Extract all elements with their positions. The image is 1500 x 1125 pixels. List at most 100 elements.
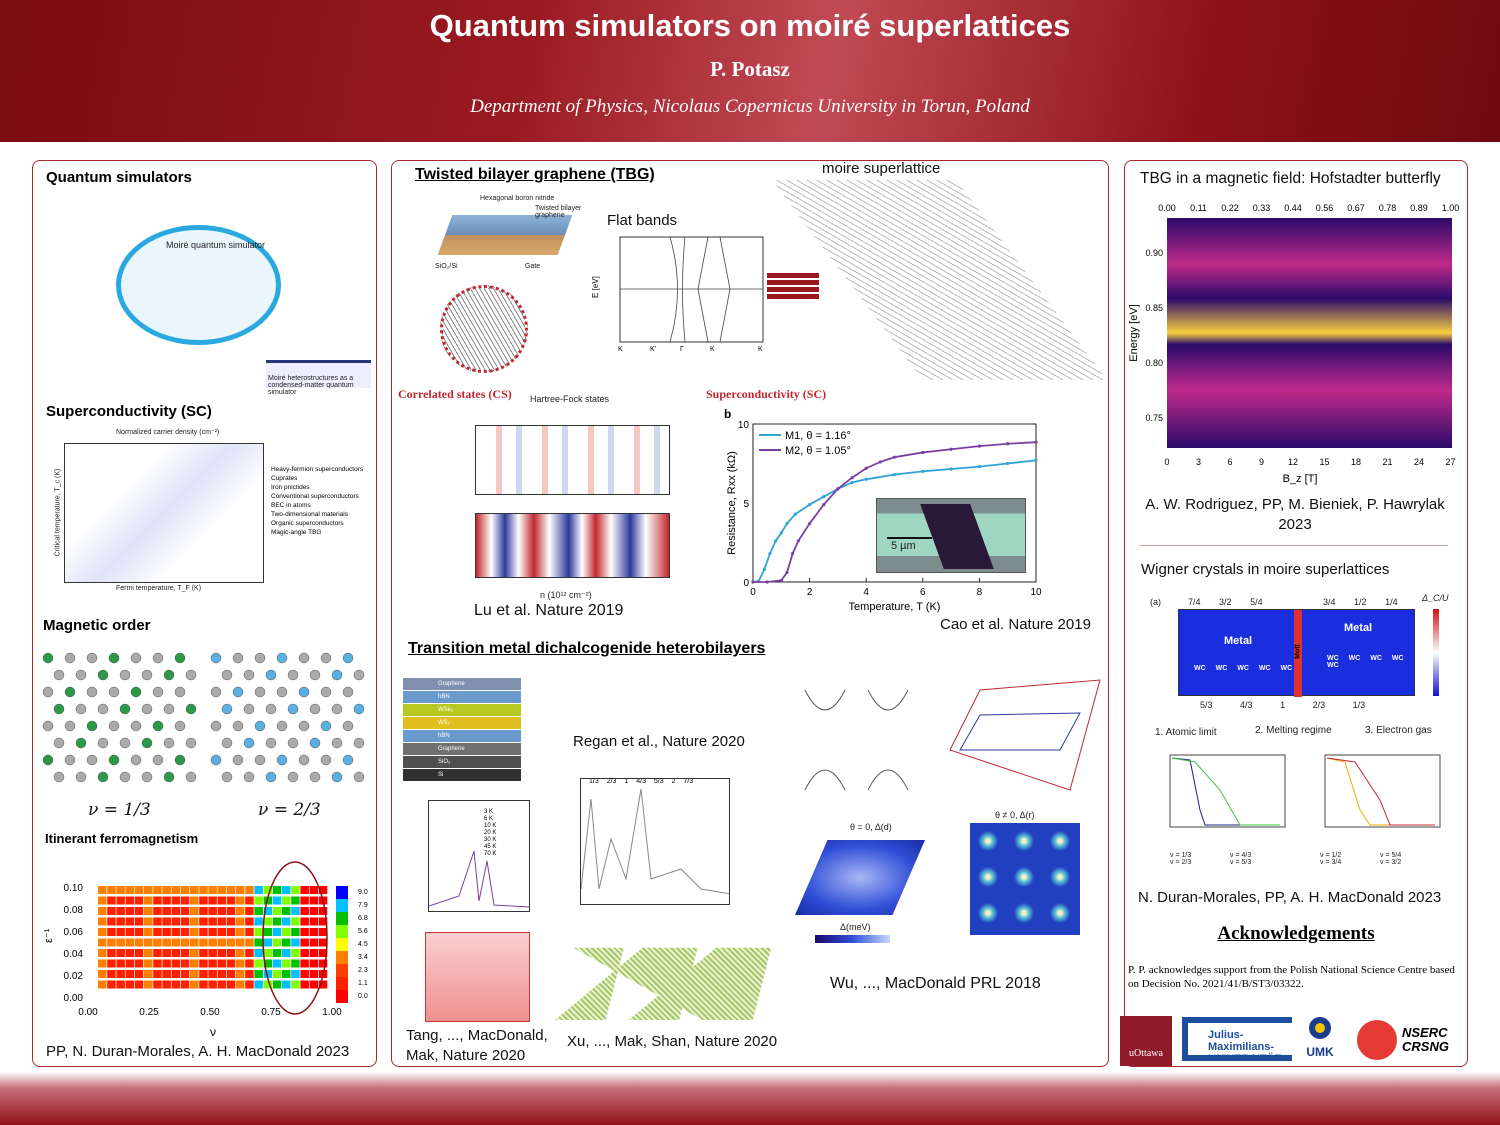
empty-site	[64, 652, 76, 664]
x-tick-label: 10	[1030, 587, 1042, 598]
heatmap-cell	[162, 980, 171, 989]
x-tick-label: 24	[1414, 457, 1424, 467]
heatmap-cell	[300, 980, 309, 989]
hofstadter-citation: A. W. Rodriguez, PP, M. Bieniek, P. Hawr…	[1145, 496, 1445, 533]
panel-label: b	[724, 407, 731, 421]
spin-site	[64, 686, 76, 698]
empty-site	[174, 686, 186, 698]
heatmap-cell	[162, 938, 171, 947]
heatmap-cell	[217, 917, 227, 926]
layer-stack-icon	[767, 273, 819, 299]
x-axis-label: Temperature, T (K)	[849, 601, 941, 613]
data-point	[850, 476, 854, 480]
data-point	[808, 502, 812, 507]
empty-site	[53, 737, 65, 749]
x-tick-label: 0.25	[139, 1007, 159, 1018]
heatmap-cell	[190, 938, 199, 947]
heatmap-cell	[226, 907, 236, 915]
spin-site	[108, 652, 120, 664]
heatmap-cell	[153, 886, 162, 894]
empty-site	[254, 754, 266, 766]
heatmap-cell	[144, 896, 153, 905]
empty-site	[130, 720, 142, 732]
data-point	[836, 487, 840, 491]
stack-layer: Si	[403, 769, 521, 781]
data-point	[977, 444, 981, 448]
svg-text:E [eV]: E [eV]	[591, 276, 600, 298]
wigner-top-ticks-left: 7/4 3/2 5/4	[1188, 597, 1263, 607]
empty-site	[276, 686, 288, 698]
heatmap-cell	[263, 959, 273, 968]
empty-site	[152, 686, 164, 698]
data-point	[779, 531, 783, 535]
heatmap-cell	[208, 949, 217, 957]
heatmap-cell	[291, 928, 300, 936]
heatmap-cell	[236, 928, 245, 936]
top-tick-label: 0.22	[1221, 203, 1239, 213]
colorbar-label: 2.3	[358, 967, 368, 974]
spin-site	[42, 652, 54, 664]
heatmap-cell	[153, 949, 162, 957]
heatmap-cell	[300, 907, 309, 915]
empty-site	[119, 737, 131, 749]
heatmap-cell	[300, 917, 309, 926]
heatmap-cell	[180, 959, 190, 968]
empty-site	[254, 652, 266, 664]
heatmap-cell	[134, 949, 144, 957]
heatmap-cell	[318, 959, 328, 968]
colorbar-segment	[336, 951, 348, 964]
wigner-gap-plots	[1169, 754, 1441, 828]
empty-site	[287, 771, 299, 783]
heatmap-cell	[282, 938, 291, 947]
heatmap-cell	[254, 928, 263, 936]
svg-text:Γ: Γ	[680, 346, 684, 352]
heatmap-cell	[236, 949, 245, 957]
svg-text:K': K'	[650, 346, 656, 352]
empty-site	[342, 686, 354, 698]
colorbar-segment	[336, 964, 348, 977]
empty-site	[298, 652, 310, 664]
heatmap-cell	[134, 959, 144, 968]
heatmap-cell	[98, 917, 107, 926]
heatmap-cell	[236, 907, 245, 915]
heatmap-cell	[116, 907, 125, 915]
empty-site	[75, 771, 87, 783]
empty-site	[309, 703, 321, 715]
heatmap-cell	[226, 949, 236, 957]
heatmap-cell	[107, 970, 116, 978]
empty-site	[276, 720, 288, 732]
data-point	[1034, 458, 1038, 462]
heatmap-cell	[153, 959, 162, 968]
heatmap-cell	[134, 938, 144, 947]
data-point	[793, 512, 798, 516]
spin-site	[210, 652, 222, 664]
heatmap-cell	[208, 959, 217, 968]
heatmap-cell	[272, 896, 282, 905]
spin-site	[342, 754, 354, 766]
empty-site	[119, 669, 131, 681]
heatmap-cell	[217, 896, 227, 905]
heatmap-cell	[263, 928, 273, 936]
empty-site	[342, 720, 354, 732]
cs-citation: Lu et al. Nature 2019	[474, 602, 624, 619]
top-tick-label: 0.78	[1379, 203, 1397, 213]
hofstadter-plot: 0.00 0.11 0.22 0.33 0.44 0.56 0.67 0.78 0.89 1.00…	[1128, 203, 1459, 485]
x-tick-label: 6	[1227, 457, 1232, 467]
spin-site	[232, 686, 244, 698]
tang-citation: Tang, ..., MacDonald, Mak, Nature 2020	[406, 1027, 548, 1064]
x-tick-label: 6	[920, 587, 926, 598]
empty-site	[53, 669, 65, 681]
empty-site	[221, 737, 233, 749]
heatmap-cell	[226, 886, 236, 894]
heatmap-cell	[272, 959, 282, 968]
magnetic-order-lattices	[42, 652, 365, 783]
heatmap-cell	[291, 980, 300, 989]
heatmap-cell	[217, 970, 227, 978]
spin-site	[163, 669, 175, 681]
heatmap-cell	[236, 917, 245, 926]
sc-phase-ylabel: Critical temperature, T_c (K)	[54, 468, 62, 557]
heatmap-cell	[245, 959, 254, 968]
spin-site	[174, 754, 186, 766]
heatmap-cell	[217, 886, 227, 894]
heatmap-cell	[171, 980, 181, 989]
